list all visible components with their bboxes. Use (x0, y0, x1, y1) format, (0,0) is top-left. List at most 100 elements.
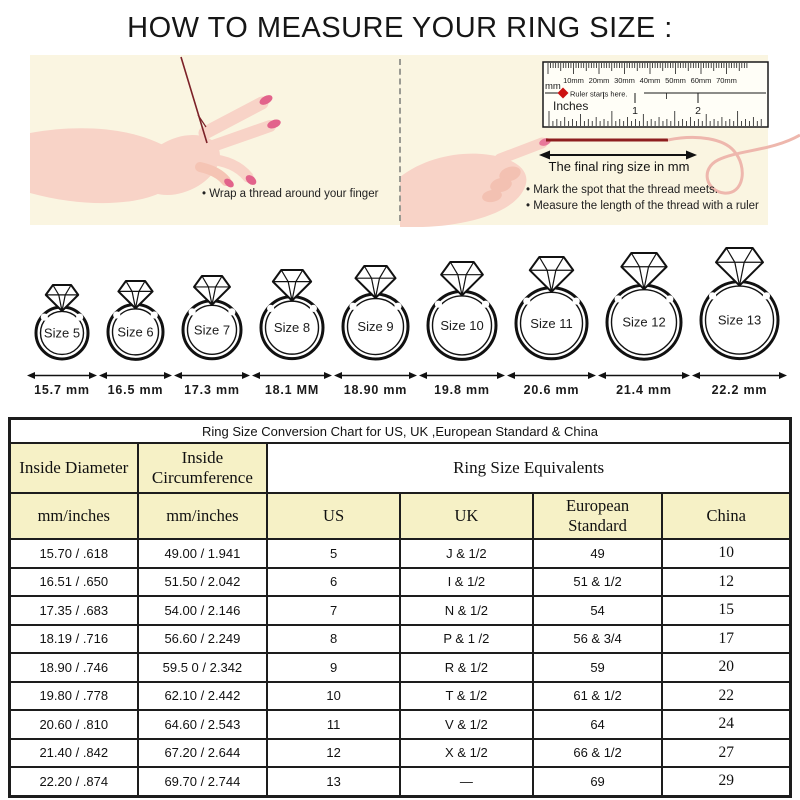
ring-diameter-label: 21.4 mm (616, 383, 672, 397)
table-cell: 22.20 / .874 (8, 766, 139, 797)
final-size-arrow (539, 150, 697, 160)
ring-size-label: Size 11 (530, 316, 572, 331)
table-cell: 56 & 3/4 (531, 623, 664, 654)
table-row: 17.35 / .683 54.00 / 2.146 7 N & 1/2 54 15 (8, 595, 792, 626)
table-cell: 67.20 / 2.644 (136, 737, 269, 768)
table-row: 22.20 / .874 69.70 / 2.744 13—69 29 (8, 766, 792, 797)
ring-diameter-label: 20.6 mm (523, 383, 580, 397)
table-cell: N & 1/2 (398, 595, 534, 626)
ruler-illustration: 10mm 20mm 30mm 40mm 50mm 60mm 70mm mm Ruler st… (542, 61, 769, 128)
ring-size-label: Size 12 (622, 315, 665, 330)
header-inside-diameter: Inside Diameter (8, 442, 139, 494)
ring-size-label: Size 9 (357, 319, 393, 334)
ring-size-label: Size 8 (274, 321, 310, 336)
table-row: 16.51 / .650 51.50 / 2.042 6 I & 1/2 51 & 1/… (8, 566, 792, 597)
table-cell: 13 (266, 766, 401, 797)
table-cell: 6 (266, 566, 401, 597)
header-ring-size-equivalents: Ring Size Equivalents (266, 442, 792, 494)
table-cell: 8 (266, 623, 401, 654)
ring-diameter-label: 16.5 mm (107, 383, 164, 397)
ring-diagram-size-11: Size 11 20.6 mm (506, 255, 597, 397)
table-cell: 10 (661, 538, 792, 569)
diameter-arrow-icon (334, 372, 417, 379)
ruler-mm-tick-label: 60mm (691, 76, 712, 85)
ring-diameter-label: 19.8 mm (434, 383, 490, 397)
table-cell: 61 & 1/2 (531, 680, 664, 711)
diameter-arrow-icon (419, 372, 505, 379)
ring-icon: Size 10 (426, 260, 498, 361)
ring-icon: Size 11 (514, 256, 589, 361)
table-cell: 64.60 / 2.543 (136, 709, 269, 740)
table-cell: — (398, 766, 534, 797)
table-cell: 10 (266, 680, 401, 711)
ruler-starts-here-label: Ruler starts here. (570, 90, 628, 99)
table-row: 18.90 / .746 59.5 0 / 2.342 9 R & 1/2 59 20 (8, 652, 792, 683)
table-cell: 9 (266, 652, 401, 683)
ring-size-label: Size 13 (718, 313, 761, 328)
table-cell: 69 (531, 766, 664, 797)
table-cell: T & 1/2 (398, 680, 534, 711)
header-inside-circumference: Inside Circumference (136, 442, 269, 494)
table-title: Ring Size Conversion Chart for US, UK ,E… (8, 417, 792, 444)
table-cell: 69.70 / 2.744 (136, 766, 269, 797)
table-cell: X & 1/2 (398, 737, 534, 768)
table-cell: 64 (531, 709, 664, 740)
header-uk: UK (398, 492, 534, 540)
header-us: US (266, 492, 401, 540)
header-european-standard: European Standard (531, 492, 664, 540)
table-cell: 66 & 1/2 (531, 737, 664, 768)
ruler-inch-number: 1 (632, 105, 638, 117)
table-row: 20.60 / .810 64.60 / 2.543 11 V & 1/2 64 24 (8, 709, 792, 740)
table-cell: V & 1/2 (398, 709, 534, 740)
final-size-label: The final ring size in mm (548, 159, 690, 174)
table-cell: 7 (266, 595, 401, 626)
right-hand-illustration (400, 137, 551, 227)
thread-knot (197, 114, 207, 128)
thread-curl (667, 133, 800, 195)
table-cell: 15.70 / .618 (8, 538, 139, 569)
ring-size-label: Size 6 (117, 324, 153, 339)
ring-diagram-size-12: Size 12 21.4 mm (597, 251, 691, 397)
ring-icon: Size 8 (259, 269, 325, 361)
table-cell: 20.60 / .810 (8, 709, 139, 740)
ring-diagram-size-8: Size 8 18.1 MM (251, 268, 333, 397)
table-cell: 27 (661, 737, 792, 768)
ring-icon: Size 5 (34, 284, 90, 361)
table-cell: 59.5 0 / 2.342 (136, 652, 269, 683)
table-cell: 24 (661, 709, 792, 740)
ring-diameter-label: 18.1 MM (264, 383, 320, 397)
nail-icon (267, 119, 281, 129)
ring-diameter-label: 15.7 mm (34, 383, 90, 397)
ring-icon: Size 6 (106, 279, 165, 361)
instruction-panels: 10mm 20mm 30mm 40mm 50mm 60mm 70mm mm Ruler st… (30, 55, 800, 227)
ring-diagram-size-13: Size 13 22.2 mm (691, 246, 788, 397)
ring-diameter-label: 18.90 mm (343, 383, 408, 397)
ring-diagram-size-7: Size 7 17.3 mm (173, 274, 251, 397)
table-cell: 49.00 / 1.941 (136, 538, 269, 569)
table-cell: 11 (266, 709, 401, 740)
ruler-inches-label: Inches (553, 99, 588, 113)
ring-diagram-size-6: Size 6 16.5 mm (98, 279, 173, 397)
diameter-arrow-icon (507, 372, 596, 379)
instruction-wrap-thread: • Wrap a thread around your finger (202, 188, 379, 200)
table-cell: R & 1/2 (398, 652, 534, 683)
table-cell: 19.80 / .778 (8, 680, 139, 711)
table-cell: 29 (661, 766, 792, 797)
ring-icon: Size 9 (341, 264, 410, 361)
thread-line (180, 56, 208, 144)
nail-icon (224, 178, 234, 188)
table-cell: 5 (266, 538, 401, 569)
instruction-mark-spot: • Mark the spot that the thread meets. (526, 184, 718, 196)
panel-divider (399, 59, 401, 221)
nail-icon (245, 175, 257, 185)
table-cell: J & 1/2 (398, 538, 534, 569)
table-cell: 59 (531, 652, 664, 683)
header-units-circumference: mm/inches (136, 492, 269, 540)
ruler-mm-tick-label: 10mm (563, 76, 584, 85)
ruler-mm-tick-label: 50mm (665, 76, 686, 85)
header-china: China (661, 492, 792, 540)
table-cell: 49 (531, 538, 664, 569)
ring-icon: Size 12 (605, 251, 683, 361)
panel-illustration: 10mm 20mm 30mm 40mm 50mm 60mm 70mm mm Ruler st… (30, 56, 800, 227)
table-cell: 12 (661, 566, 792, 597)
